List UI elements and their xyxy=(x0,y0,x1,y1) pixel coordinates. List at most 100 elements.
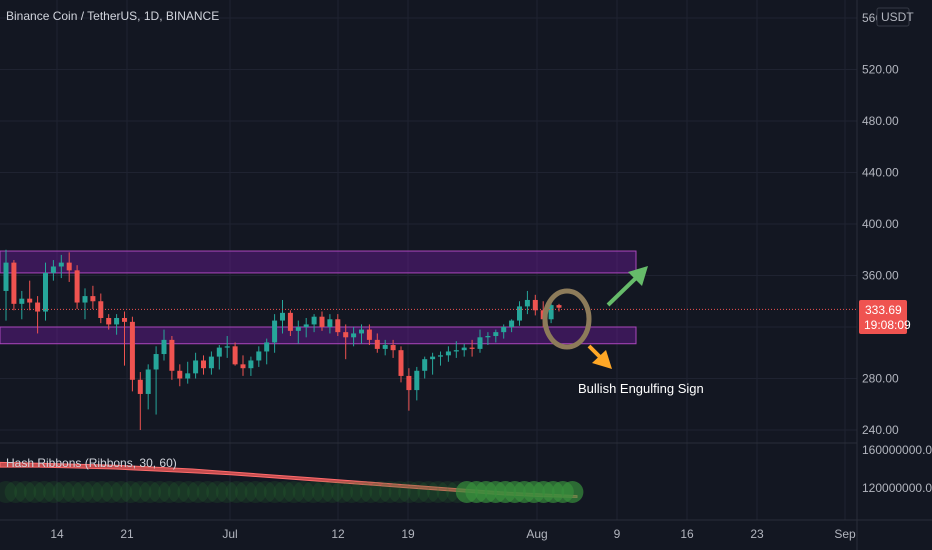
ribbon-bubble xyxy=(369,481,392,503)
candle-body xyxy=(35,302,41,312)
ribbon-bubble xyxy=(177,481,200,503)
candle-body xyxy=(240,364,246,369)
candle-body xyxy=(398,350,404,376)
candle-body xyxy=(493,332,499,337)
zones xyxy=(0,250,637,345)
ribbon-bubble xyxy=(129,481,152,503)
time-tick-label: 21 xyxy=(120,527,134,541)
ribbon-bubble xyxy=(100,481,123,503)
ribbon-bubble xyxy=(235,481,257,503)
ribbon-bubble xyxy=(0,481,17,503)
candle-body xyxy=(438,355,443,357)
candle-body xyxy=(177,370,183,379)
ribbon-bubble xyxy=(91,481,113,503)
ribbon-bubble xyxy=(206,481,229,503)
candle-body xyxy=(264,342,270,352)
ribbon-bubble xyxy=(350,481,373,503)
time-tick-label: Aug xyxy=(526,527,547,541)
indicator-tick-label: 160000000.00 xyxy=(862,443,932,457)
ribbon-bubble xyxy=(158,481,181,503)
ribbon-bubble xyxy=(71,481,94,503)
ribbon-bubble xyxy=(273,481,296,503)
price-axis[interactable]: 240.00280.00320.00360.00400.00440.00480.… xyxy=(862,11,899,437)
annotation-text: Bullish Engulfing Sign xyxy=(578,381,704,396)
candle-body xyxy=(485,336,491,338)
candle-body xyxy=(216,347,222,357)
candle-body xyxy=(74,270,80,303)
candle-body xyxy=(50,266,56,273)
ribbon-bubble xyxy=(225,481,248,503)
candle-body xyxy=(43,272,48,312)
time-tick-label: 12 xyxy=(331,527,345,541)
candle-body xyxy=(122,317,127,322)
candle-body xyxy=(208,356,214,369)
ribbon-bubble xyxy=(359,481,382,503)
candle-body xyxy=(106,317,112,325)
ribbon-bubble xyxy=(167,481,190,503)
ribbon-bubble xyxy=(14,481,37,503)
candle-body xyxy=(422,359,428,371)
ribbon-bubble xyxy=(388,481,411,503)
candle-body xyxy=(469,347,475,349)
price-tag: 333.69 19:08:09 xyxy=(859,300,911,334)
ribbon-bubble xyxy=(119,481,142,503)
price-tag-value: 333.69 xyxy=(865,303,902,317)
candle-body xyxy=(311,316,317,325)
candle-body xyxy=(382,345,388,349)
ribbon-bubble xyxy=(427,481,449,503)
time-axis[interactable]: 14 21 Jul 12 19 Aug 9 16 23 Sep xyxy=(50,527,856,541)
indicator-label[interactable]: Hash Ribbons (Ribbons, 30, 60) xyxy=(6,456,177,470)
ribbon-bubble xyxy=(23,481,46,503)
candle-body xyxy=(366,329,372,340)
hash-ribbon xyxy=(0,461,584,503)
candle-body xyxy=(359,329,364,334)
ribbon-bubble xyxy=(52,481,75,503)
price-tick-label: 280.00 xyxy=(862,372,899,386)
price-tag-countdown: 19:08:09 xyxy=(864,318,911,332)
ribbon-bubble xyxy=(81,481,104,503)
price-tick-label: 400.00 xyxy=(862,217,899,231)
candle-body xyxy=(272,320,278,343)
ribbon-bubble xyxy=(148,481,171,503)
ribbon-bubble xyxy=(4,481,27,503)
candle-body xyxy=(129,321,135,380)
candle-body xyxy=(256,351,262,361)
candle-body xyxy=(461,347,467,351)
ribbon-bubble xyxy=(254,481,277,503)
engulfing-ellipse xyxy=(542,288,592,350)
candle-body xyxy=(161,339,167,355)
time-tick-label: 16 xyxy=(680,527,694,541)
ribbon-bubble xyxy=(292,481,315,503)
ribbon-bubble xyxy=(215,481,238,503)
candle-body xyxy=(27,298,33,303)
price-tick-label: 520.00 xyxy=(862,63,899,77)
time-tick-label: 19 xyxy=(401,527,415,541)
ribbon-bubble xyxy=(187,481,209,503)
candle-body xyxy=(280,312,285,321)
currency-badge[interactable]: USDT xyxy=(876,7,914,27)
candle-body xyxy=(374,339,380,349)
ribbon-bubble xyxy=(561,481,584,503)
ribbon-bubble xyxy=(283,481,305,503)
ribbon-bubble xyxy=(407,481,430,503)
candle-body xyxy=(11,262,17,304)
candle-body xyxy=(66,262,72,271)
ribbon-bubble xyxy=(340,481,363,503)
indicator-axis[interactable]: 160000000.00 120000000.00 xyxy=(862,443,932,495)
ribbon-bubble xyxy=(417,481,440,503)
price-tick-label: 440.00 xyxy=(862,166,899,180)
candle-body xyxy=(556,305,562,308)
ribbon-bubble xyxy=(379,481,401,503)
time-tick-label: 14 xyxy=(50,527,64,541)
candle-body xyxy=(303,324,309,327)
time-tick-label: Sep xyxy=(834,527,856,541)
candle-body xyxy=(90,296,96,302)
ribbon-bubble xyxy=(43,481,65,503)
price-tick-label: 480.00 xyxy=(862,114,899,128)
candle-body xyxy=(232,346,238,365)
time-tick-label: 9 xyxy=(614,527,621,541)
candle-body xyxy=(248,360,254,369)
ribbon-bubble xyxy=(33,481,56,503)
candle-body xyxy=(414,370,420,391)
